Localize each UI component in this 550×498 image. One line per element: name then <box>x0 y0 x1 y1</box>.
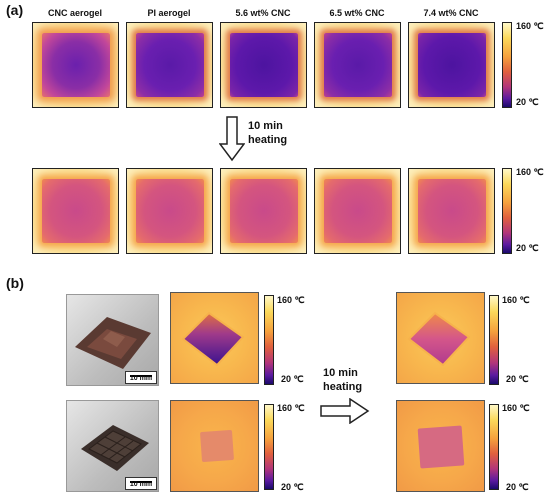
colorbar-a-bottom <box>502 168 512 254</box>
thermal-image-pi-aerogel-before <box>126 22 213 108</box>
heating-label-a: 10 min heating <box>248 119 287 147</box>
scale-bar-2: 10 mm <box>125 477 157 490</box>
thermal-image-grid-after <box>396 400 485 492</box>
thermal-image-grid-before <box>170 400 259 492</box>
heating-label-a-line1: 10 min <box>248 120 283 132</box>
column-label-pi-aerogel: PI aerogel <box>147 8 191 18</box>
colorbar-b-3 <box>264 404 274 490</box>
colorbar-b-2-min: 20 ℃ <box>506 374 529 384</box>
colorbar-b-3-min: 20 ℃ <box>281 482 304 492</box>
column-label-7-4-cnc: 7.4 wt% CNC <box>423 8 479 18</box>
colorbar-b-2 <box>489 295 499 385</box>
right-arrow-icon <box>320 398 370 424</box>
thermal-image-6-5-cnc-after <box>314 168 401 254</box>
pyramid-sample-shape <box>75 317 151 369</box>
colorbar-a-bottom-min: 20 ℃ <box>516 243 539 253</box>
colorbar-a-bottom-max: 160 ℃ <box>516 167 544 177</box>
colorbar-b-4-max: 160 ℃ <box>502 403 530 413</box>
panel-a-label: (a) <box>6 2 24 18</box>
colorbar-b-4-min: 20 ℃ <box>506 482 529 492</box>
thermal-image-6-5-cnc-before <box>314 22 401 108</box>
grid-sample-shape <box>81 425 149 471</box>
thermal-image-pi-aerogel-after <box>126 168 213 254</box>
thermal-image-cnc-aerogel-after <box>32 168 119 254</box>
thermal-grid-before-square <box>199 429 235 463</box>
colorbar-b-1-max: 160 ℃ <box>277 295 305 305</box>
column-label-5-6-cnc: 5.6 wt% CNC <box>235 8 291 18</box>
panel-b-label: (b) <box>6 275 24 291</box>
thermal-image-5-6-cnc-after <box>220 168 307 254</box>
scale-bar-1: 10 mm <box>125 371 157 384</box>
heating-label-b-line2: heating <box>323 381 363 393</box>
colorbar-b-3-max: 160 ℃ <box>277 403 305 413</box>
colorbar-a-top-max: 160 ℃ <box>516 21 544 31</box>
thermal-image-cnc-aerogel-before <box>32 22 119 108</box>
colorbar-b-4 <box>489 404 499 490</box>
thermal-image-5-6-cnc-before <box>220 22 307 108</box>
photo-pyramid-sample: 10 mm <box>66 294 159 386</box>
scale-bar-2-label: 10 mm <box>129 481 153 488</box>
heating-label-b: 10 min heating <box>323 366 362 394</box>
heating-label-b-line1: 10 min <box>323 367 358 379</box>
colorbar-b-1 <box>264 295 274 385</box>
photo-grid-sample: 10 mm <box>66 400 159 492</box>
down-arrow-icon <box>219 116 245 162</box>
column-label-6-5-cnc: 6.5 wt% CNC <box>329 8 385 18</box>
colorbar-a-top-min: 20 ℃ <box>516 97 539 107</box>
thermal-grid-after-square <box>417 425 465 469</box>
thermal-image-7-4-cnc-after <box>408 168 495 254</box>
thermal-pyramid-after-shape <box>407 311 471 367</box>
scale-bar-1-label: 10 mm <box>129 375 153 382</box>
thermal-pyramid-before-shape <box>181 311 245 367</box>
thermal-image-pyramid-after <box>396 292 485 384</box>
colorbar-b-1-min: 20 ℃ <box>281 374 304 384</box>
thermal-image-7-4-cnc-before <box>408 22 495 108</box>
thermal-image-pyramid-before <box>170 292 259 384</box>
colorbar-a-top <box>502 22 512 108</box>
column-label-cnc-aerogel: CNC aerogel <box>47 8 102 18</box>
colorbar-b-2-max: 160 ℃ <box>502 295 530 305</box>
heating-label-a-line2: heating <box>248 134 288 146</box>
